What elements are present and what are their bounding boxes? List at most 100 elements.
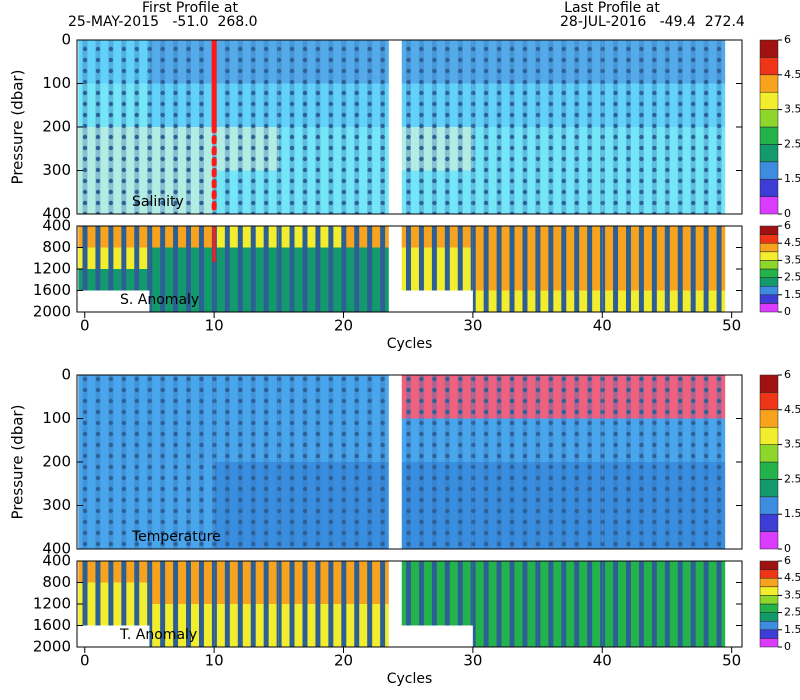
- colorbar-tick-label: 1.5: [784, 623, 800, 636]
- y-tick-label: 800: [42, 573, 71, 591]
- y-tick-label: 400: [42, 540, 71, 558]
- sample-dots: [666, 247, 726, 269]
- sample-dots: [214, 462, 279, 506]
- sample-dots: [401, 226, 473, 248]
- sample-dots: [78, 226, 150, 248]
- x-tick-label: 10: [205, 317, 224, 335]
- sample-dots: [666, 83, 726, 127]
- sample-dots: [537, 226, 603, 248]
- sample-dots: [666, 226, 726, 248]
- sample-dots: [537, 375, 603, 419]
- sample-dots: [537, 170, 603, 214]
- panel-label: Temperature: [131, 529, 221, 545]
- sample-dots: [78, 582, 150, 604]
- y-tick-label: 0: [61, 31, 71, 49]
- colorbar-tick-label: 2.5: [784, 271, 800, 284]
- colorbar-tick-label: 3.5: [784, 588, 800, 601]
- sample-dots: [401, 83, 473, 127]
- sample-dots: [278, 170, 344, 214]
- x-tick-label: 0: [80, 652, 90, 670]
- x-tick-label: 40: [593, 317, 612, 335]
- sample-dots: [343, 269, 389, 291]
- sample-dots: [214, 561, 279, 583]
- x-axis-label: Cycles: [387, 336, 433, 352]
- sample-dots: [214, 604, 279, 626]
- sample-dots: [602, 290, 667, 312]
- sample-dots: [602, 226, 667, 248]
- sample-dots: [278, 83, 344, 127]
- last-profile-label: Last Profile at: [564, 0, 660, 16]
- sample-dots: [214, 625, 279, 647]
- sample-dots: [602, 625, 667, 647]
- colorbar-swatch: [759, 57, 779, 76]
- sample-dots: [78, 83, 150, 127]
- colorbar-swatch: [759, 294, 779, 304]
- colorbar-tick-label: 3.5: [784, 438, 800, 451]
- x-tick-label: 20: [334, 317, 353, 335]
- colorbar-swatch: [759, 496, 779, 515]
- colorbar-tick-label: 1.5: [784, 172, 800, 185]
- y-tick-label: 300: [42, 496, 71, 514]
- first-profile-label: First Profile at: [142, 0, 238, 16]
- sample-dots: [278, 505, 344, 549]
- colorbar-swatch: [759, 612, 779, 622]
- sample-dots: [537, 582, 603, 604]
- colorbar-tick-label: 1.5: [784, 288, 800, 301]
- sample-dots: [343, 505, 389, 549]
- sample-dots: [472, 83, 538, 127]
- sample-dots: [78, 127, 150, 171]
- sample-dots: [278, 418, 344, 462]
- sample-dots: [666, 625, 726, 647]
- colorbar-swatch: [759, 629, 779, 639]
- sample-dots: [149, 582, 215, 604]
- sample-dots: [666, 418, 726, 462]
- colorbar-swatch: [759, 479, 779, 498]
- colorbar-swatch: [759, 268, 779, 278]
- colorbar-swatch: [759, 225, 779, 235]
- sample-dots: [666, 561, 726, 583]
- sample-dots: [602, 127, 667, 171]
- sample-dots: [401, 375, 473, 419]
- colorbar-swatch: [759, 638, 779, 648]
- x-tick-label: 30: [463, 652, 482, 670]
- sample-dots: [401, 505, 473, 549]
- sample-dots: [666, 127, 726, 171]
- sample-dots: [149, 604, 215, 626]
- colorbar-swatch: [759, 595, 779, 605]
- colorbar-swatch: [759, 260, 779, 270]
- colorbar-tick-label: 0: [784, 640, 791, 653]
- sample-dots: [214, 290, 279, 312]
- y-tick-label: 200: [42, 118, 71, 136]
- sample-dots: [602, 170, 667, 214]
- y-tick-label: 200: [42, 453, 71, 471]
- sample-dots: [472, 582, 538, 604]
- sample-dots: [343, 247, 389, 269]
- sample-dots: [278, 561, 344, 583]
- sample-dots: [149, 505, 215, 549]
- first-profile-info: 25-MAY-2015 -51.0 268.0: [68, 14, 258, 30]
- colorbar-tick-label: 4.5: [784, 236, 800, 249]
- sample-dots: [472, 247, 538, 269]
- sample-dots: [537, 625, 603, 647]
- sample-dots: [602, 462, 667, 506]
- sample-dots: [343, 226, 389, 248]
- sample-dots: [78, 462, 150, 506]
- sample-dots: [214, 40, 279, 84]
- sample-dots: [472, 290, 538, 312]
- x-tick-label: 20: [334, 652, 353, 670]
- colorbar-tick-label: 3.5: [784, 253, 800, 266]
- sample-dots: [214, 505, 279, 549]
- y-tick-label: 400: [42, 217, 71, 235]
- sample-dots: [278, 290, 344, 312]
- y-tick-label: 0: [61, 366, 71, 384]
- sample-dots: [472, 625, 538, 647]
- sample-dots: [214, 170, 279, 214]
- colorbar-swatch: [759, 91, 779, 110]
- sample-dots: [343, 127, 389, 171]
- sample-dots: [214, 582, 279, 604]
- colorbar-swatch: [759, 409, 779, 428]
- sample-dots: [537, 604, 603, 626]
- x-tick-label: 50: [722, 652, 741, 670]
- colorbar-swatch: [759, 577, 779, 588]
- sample-dots: [149, 561, 215, 583]
